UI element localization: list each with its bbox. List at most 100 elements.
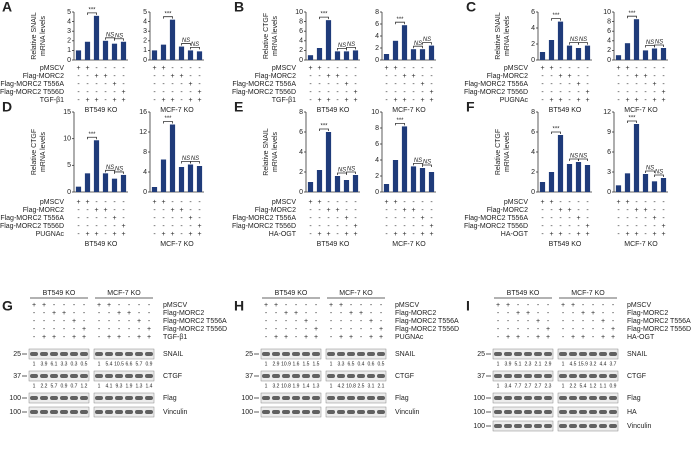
quantification: 1.2: [590, 383, 597, 389]
condition-mark: -: [309, 81, 312, 88]
quantification: 3.7: [610, 361, 617, 367]
blot-band: [282, 410, 290, 414]
group-label: BT549 KO: [43, 290, 76, 297]
condition-mark: -: [171, 81, 174, 88]
condition-mark: -: [122, 207, 125, 214]
y-tick-label: 2: [67, 38, 71, 45]
bar: [557, 21, 564, 61]
blot-band: [569, 396, 577, 400]
condition-mark: -: [43, 318, 46, 325]
condition-mark: -: [122, 81, 125, 88]
condition-mark: +: [121, 89, 125, 96]
condition-mark: +: [393, 231, 397, 238]
condition-mark: -: [653, 223, 656, 230]
mw-marker: 37: [13, 373, 21, 380]
condition-mark: +: [384, 199, 388, 206]
y-tick-label: 6: [375, 21, 379, 28]
condition-mark: -: [148, 310, 151, 317]
condition-mark: +: [107, 302, 111, 309]
blot-band: [534, 410, 542, 414]
condition-mark: -: [537, 326, 540, 333]
y-tick-label: 6: [531, 9, 535, 16]
condition-mark: +: [152, 65, 156, 72]
bar: [428, 172, 435, 192]
condition-mark: -: [43, 310, 46, 317]
quantification: 0.4: [358, 361, 365, 367]
condition-mark: +: [625, 97, 629, 104]
blot-band: [579, 424, 587, 428]
condition-mark: +: [496, 302, 500, 309]
quantification: 7.7: [515, 383, 522, 389]
condition-mark: -: [171, 199, 174, 206]
condition-mark: -: [430, 199, 433, 206]
quantification: 2.1: [378, 383, 385, 389]
y-axis-label: mRNA levels: [40, 131, 47, 172]
bar: [401, 126, 408, 192]
significance-bracket: [551, 131, 561, 134]
quantification: 1: [33, 361, 36, 367]
blot-label: Vinculin: [395, 409, 419, 416]
condition-mark: -: [550, 215, 553, 222]
significance-bracket: [551, 18, 561, 21]
condition-mark: -: [354, 73, 357, 80]
y-axis-label: Relative SNAIL: [263, 128, 270, 176]
condition-label: Flag-MORC2 T556D: [232, 89, 296, 96]
blot-band: [30, 352, 38, 356]
condition-mark: -: [394, 207, 397, 214]
condition-mark: +: [558, 231, 562, 238]
blot-strip: [325, 348, 387, 360]
condition-mark: +: [402, 73, 406, 80]
blot-strip: [557, 348, 619, 360]
condition-mark: +: [601, 334, 605, 341]
condition-mark: -: [617, 81, 620, 88]
y-tick-label: 4: [143, 18, 147, 25]
blot-band: [105, 374, 113, 378]
condition-label: Flag-MORC2: [23, 73, 64, 80]
y-tick-label: 3: [143, 28, 147, 35]
condition-mark: -: [412, 65, 415, 72]
condition-mark: -: [98, 318, 101, 325]
condition-mark: -: [644, 81, 647, 88]
blot-band: [589, 352, 597, 356]
condition-mark: +: [540, 199, 544, 206]
panel-letter: F: [466, 99, 475, 115]
blot-band: [494, 424, 502, 428]
condition-mark: -: [33, 318, 36, 325]
condition-mark: -: [394, 89, 397, 96]
condition-mark: +: [634, 207, 638, 214]
condition-mark: -: [153, 215, 156, 222]
condition-mark: -: [497, 318, 500, 325]
y-tick-label: 10: [295, 9, 303, 16]
condition-mark: -: [430, 207, 433, 214]
blot-band: [40, 374, 48, 378]
panel-letter: A: [2, 0, 12, 15]
blot-band: [599, 374, 607, 378]
condition-mark: -: [568, 231, 571, 238]
condition-label: PUGNAc: [500, 97, 529, 104]
condition-mark: +: [420, 97, 424, 104]
condition-mark: -: [653, 73, 656, 80]
condition-mark: -: [380, 310, 383, 317]
condition-mark: -: [412, 231, 415, 238]
significance-bracket: [422, 42, 432, 45]
condition-mark: +: [393, 65, 397, 72]
panel-letter: I: [466, 298, 470, 314]
condition-mark: +: [161, 199, 165, 206]
y-tick-label: 0: [607, 189, 611, 196]
condition-mark: -: [562, 318, 565, 325]
quantification: 1: [497, 383, 500, 389]
blot-band: [544, 424, 552, 428]
condition-mark: -: [644, 89, 647, 96]
condition-mark: -: [354, 81, 357, 88]
blot-band: [337, 352, 345, 356]
condition-mark: +: [571, 302, 575, 309]
condition-mark: -: [118, 318, 121, 325]
blot-band: [40, 396, 48, 400]
condition-mark: -: [171, 65, 174, 72]
condition-mark: +: [274, 334, 278, 341]
significance-bracket: [578, 42, 588, 45]
panel-letter: G: [2, 298, 13, 314]
condition-mark: +: [112, 97, 116, 104]
y-tick-label: 5: [67, 9, 71, 16]
condition-mark: +: [314, 334, 318, 341]
